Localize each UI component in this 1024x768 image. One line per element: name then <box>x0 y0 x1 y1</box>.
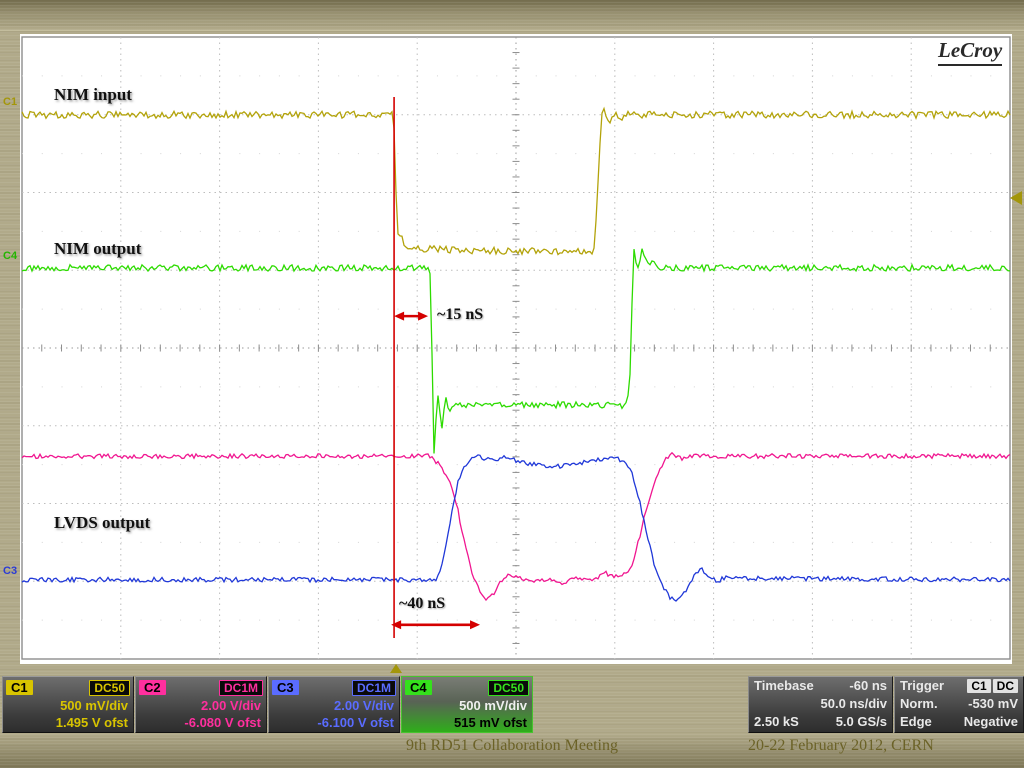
label-nim-output: NIM output <box>54 239 141 259</box>
trigger-coupling-badge: DC <box>993 679 1018 693</box>
channel-id-badge: C4 <box>405 680 432 695</box>
channel-id-badge: C2 <box>139 680 166 695</box>
presentation-slide: LeCroy C1 C4 C3 NIM input NIM output LVD… <box>0 0 1024 768</box>
trigger-label: Trigger <box>900 677 944 695</box>
channel-coupling-badge: DC50 <box>488 680 529 696</box>
trigger-mode: Norm. <box>900 695 938 713</box>
channel-marker-c3: C3 <box>3 565 17 577</box>
label-delay-15ns: ~15 nS <box>437 306 483 324</box>
timebase-samples: 2.50 kS <box>754 713 799 731</box>
channel-info-box-c2[interactable]: C2 DC1M 2.00 V/div -6.080 V ofst <box>135 676 267 733</box>
trigger-type: Edge <box>900 713 932 731</box>
channel-info-box-c4[interactable]: C4 DC50 500 mV/div 515 mV ofst <box>401 676 533 733</box>
channel-id-badge: C3 <box>272 680 299 695</box>
trigger-source-badge: C1 <box>967 679 990 693</box>
label-nim-input: NIM input <box>54 85 132 105</box>
trigger-slope: Negative <box>964 713 1018 731</box>
lecroy-logo: LeCroy <box>938 38 1002 66</box>
timebase-info-box[interactable]: Timebase -60 ns 50.0 ns/div 2.50 kS 5.0 … <box>748 676 893 733</box>
channel-scale: 2.00 V/div <box>136 697 266 714</box>
channel-coupling-badge: DC1M <box>352 680 396 696</box>
timebase-label: Timebase <box>754 677 814 695</box>
channel-id-badge: C1 <box>6 680 33 695</box>
channel-info-box-c1[interactable]: C1 DC50 500 mV/div 1.495 V ofst <box>2 676 134 733</box>
channel-coupling-badge: DC50 <box>89 680 130 696</box>
channel-info-box-c3[interactable]: C3 DC1M 2.00 V/div -6.100 V ofst <box>268 676 400 733</box>
scope-display-panel <box>20 34 1012 664</box>
timebase-delay: -60 ns <box>849 677 887 695</box>
channel-offset: 515 mV ofst <box>402 714 532 731</box>
channel-scale: 500 mV/div <box>402 697 532 714</box>
channel-offset: -6.100 V ofst <box>269 714 399 731</box>
channel-coupling-badge: DC1M <box>219 680 263 696</box>
channel-marker-c4: C4 <box>3 250 17 262</box>
trigger-info-box[interactable]: Trigger C1 DC Norm. -530 mV Edge Negativ… <box>894 676 1024 733</box>
trigger-time-marker[interactable] <box>390 664 402 673</box>
channel-offset: -6.080 V ofst <box>136 714 266 731</box>
channel-scale: 500 mV/div <box>3 697 133 714</box>
timebase-rate: 5.0 GS/s <box>836 713 887 731</box>
footer-meeting-title: 9th RD51 Collaboration Meeting <box>406 737 618 755</box>
label-delay-40ns: ~40 nS <box>399 595 445 613</box>
slide-top-band <box>0 0 1024 31</box>
footer-date-location: 20-22 February 2012, CERN <box>748 737 934 755</box>
channel-scale: 2.00 V/div <box>269 697 399 714</box>
channel-marker-c1: C1 <box>3 96 17 108</box>
trigger-level: -530 mV <box>968 695 1018 713</box>
label-lvds-output: LVDS output <box>54 513 150 533</box>
channel-offset: 1.495 V ofst <box>3 714 133 731</box>
timebase-scale: 50.0 ns/div <box>821 695 887 713</box>
